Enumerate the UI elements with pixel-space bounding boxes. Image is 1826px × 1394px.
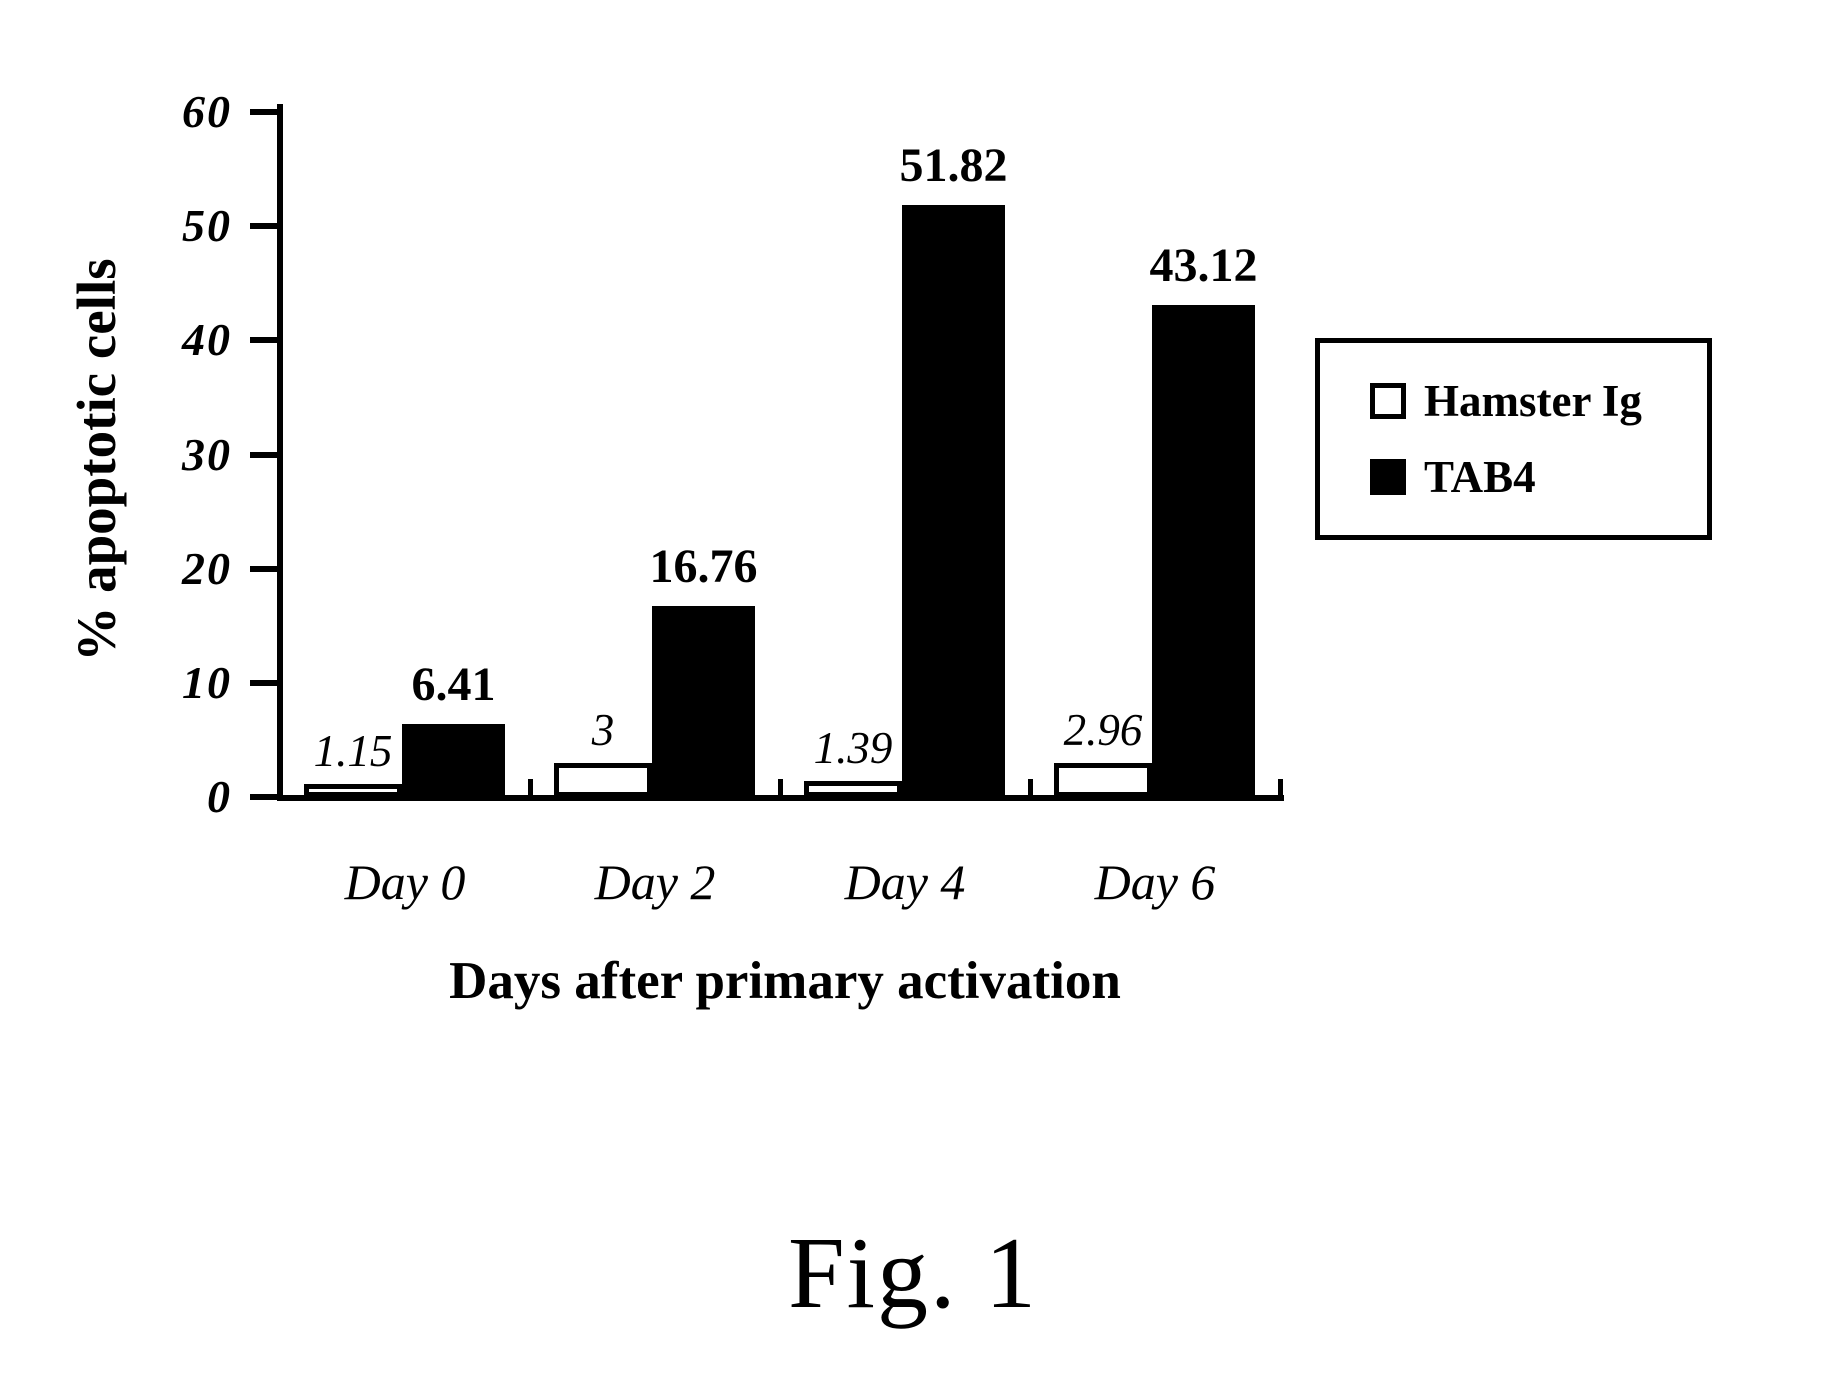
tab4-swatch (1370, 459, 1406, 495)
y-axis-tick (250, 337, 278, 344)
y-axis-tick-label: 40 (182, 314, 232, 366)
x-axis-line (277, 795, 1284, 801)
y-axis-tick (250, 223, 278, 230)
bar-value-label-tab4-day-2: 16.76 (649, 540, 758, 593)
y-axis-line (277, 104, 283, 801)
bar-value-label-hamster-ig-day-4: 1.39 (813, 723, 893, 773)
bar-tab4-day-4 (902, 205, 1005, 797)
bar-tab4-day-6 (1152, 305, 1255, 797)
figure-caption: Fig. 1 (787, 1217, 1039, 1330)
x-axis-category-label-day-4: Day 4 (844, 854, 966, 910)
bar-tab4-day-0 (402, 724, 505, 797)
x-axis-category-label-day-0: Day 0 (344, 854, 466, 910)
x-axis-category-label-day-2: Day 2 (594, 854, 716, 910)
bar-value-label-hamster-ig-day-6: 2.96 (1063, 705, 1143, 755)
hamster-ig-swatch (1370, 383, 1406, 419)
x-axis-tick (1278, 779, 1283, 795)
y-axis-tick (250, 565, 278, 572)
bar-tab4-day-2 (652, 606, 755, 797)
legend: Hamster Ig TAB4 (1315, 338, 1712, 540)
bar-hamster-ig-day-2 (554, 763, 652, 797)
x-axis-tick (778, 779, 783, 795)
bar-value-label-hamster-ig-day-2: 3 (591, 705, 615, 755)
y-axis-tick (250, 109, 278, 115)
legend-item-tab4: TAB4 (1370, 453, 1707, 501)
y-axis-tick (250, 794, 278, 800)
y-axis-tick (250, 451, 278, 458)
bar-value-label-hamster-ig-day-0: 1.15 (313, 726, 393, 776)
y-axis-tick-label: 30 (182, 428, 232, 480)
x-axis-category-label-day-6: Day 6 (1094, 854, 1216, 910)
x-axis-tick (278, 779, 283, 795)
legend-item-hamster-ig: Hamster Ig (1370, 377, 1707, 425)
bar-value-label-tab4-day-6: 43.12 (1149, 239, 1258, 292)
bar-hamster-ig-day-0 (304, 784, 402, 797)
y-axis-tick-label: 60 (182, 86, 232, 137)
legend-label-tab4: TAB4 (1424, 452, 1536, 502)
x-axis-title: Days after primary activation (449, 952, 1121, 1010)
bar-value-label-tab4-day-0: 6.41 (411, 658, 496, 711)
legend-label-hamster-ig: Hamster Ig (1424, 376, 1642, 426)
bar-value-label-tab4-day-4: 51.82 (899, 139, 1008, 192)
x-axis-tick (528, 779, 533, 795)
y-axis-tick-label: 10 (182, 656, 232, 708)
bar-hamster-ig-day-6 (1054, 763, 1152, 797)
y-axis-tick-label: 0 (207, 771, 232, 822)
bar-hamster-ig-day-4 (804, 781, 902, 797)
y-axis-tick-label: 20 (182, 542, 232, 594)
x-axis-tick (1028, 779, 1033, 795)
y-axis-tick-label: 50 (182, 200, 232, 252)
y-axis-tick (250, 679, 278, 686)
